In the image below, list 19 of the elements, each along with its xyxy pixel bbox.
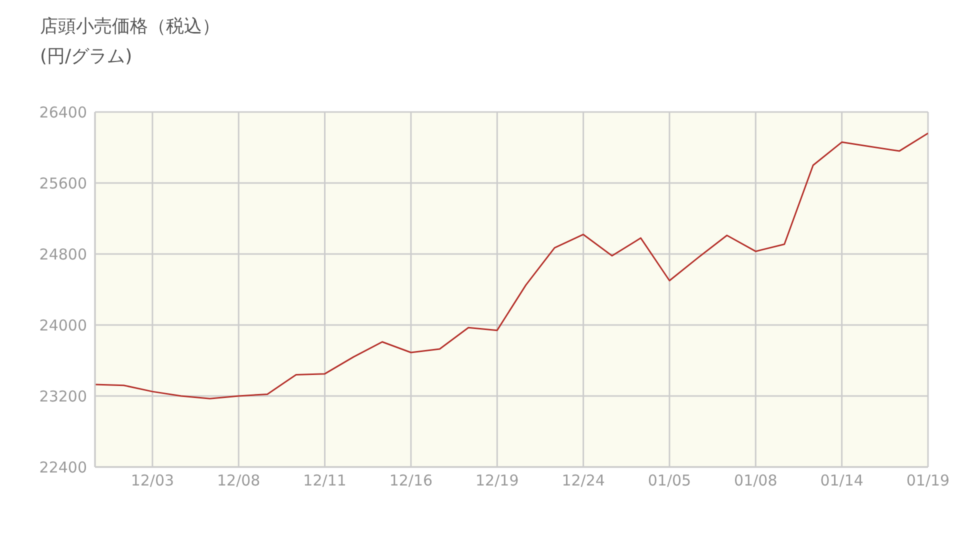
y-tick-label: 24000 (39, 316, 87, 334)
x-tick-label: 01/08 (734, 472, 778, 490)
x-tick-label: 12/24 (562, 472, 605, 490)
x-tick-label: 01/19 (906, 472, 950, 490)
y-tick-label: 25600 (39, 174, 87, 192)
x-tick-label: 01/05 (648, 472, 692, 490)
x-tick-label: 12/19 (476, 472, 519, 490)
line-series (95, 132, 928, 400)
x-tick-label: 12/03 (130, 472, 174, 490)
x-tick-label: 12/16 (389, 472, 433, 490)
chart-title: 店頭小売価格（税込） (40, 15, 221, 39)
x-tick-label: 12/08 (217, 472, 260, 490)
y-tick-label: 26400 (39, 103, 87, 122)
y-tick-label: 23200 (39, 387, 87, 406)
y-tick-label: 24800 (39, 245, 87, 264)
x-tick-label: 12/11 (303, 472, 346, 490)
x-tick-label: 01/14 (820, 472, 864, 490)
y-tick-label: 22400 (39, 458, 87, 476)
chart-subtitle: (円/グラム) (40, 45, 134, 69)
